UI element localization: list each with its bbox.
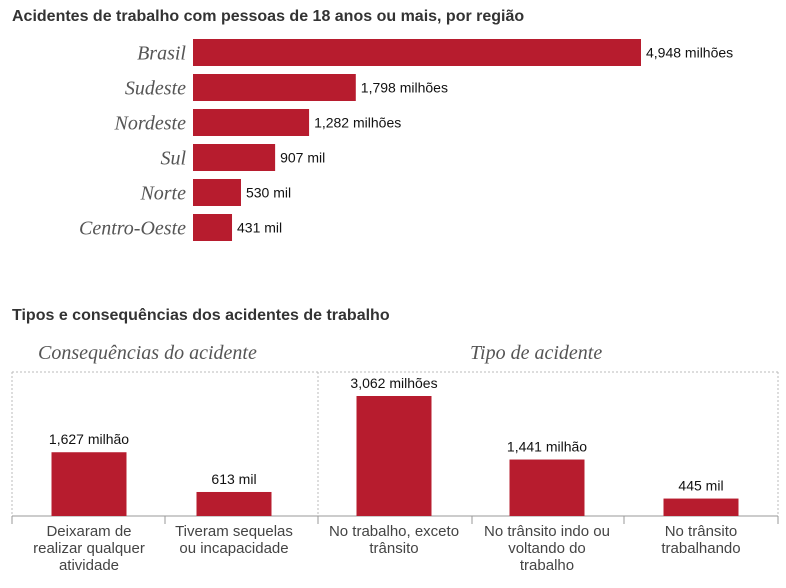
category-value-label: 1,441 milhão: [507, 439, 587, 455]
category-label: atividade: [59, 557, 119, 574]
region-label: Sul: [160, 148, 186, 170]
category-value-label: 1,627 milhão: [49, 431, 129, 447]
category-value-label: 445 mil: [678, 478, 723, 494]
category-label: No trânsito indo ou: [484, 523, 610, 540]
category-label: trânsito: [369, 540, 418, 557]
category-label: Tiveram sequelas: [175, 523, 293, 540]
region-label: Nordeste: [114, 113, 187, 135]
type-group-title: Tipo de acidente: [470, 342, 603, 364]
region-label: Sudeste: [125, 78, 186, 100]
category-label: voltando do: [508, 540, 586, 557]
region-bar: [193, 144, 276, 171]
category-label: No trânsito: [665, 523, 738, 540]
category-label: trabalhando: [661, 540, 740, 557]
region-value-label: 1,798 milhões: [361, 80, 448, 96]
category-bar: [51, 452, 127, 516]
region-value-label: 1,282 milhões: [314, 115, 401, 131]
region-bar: [193, 39, 641, 66]
region-bar: [193, 109, 310, 136]
region-label: Centro-Oeste: [79, 218, 186, 240]
category-bar: [196, 491, 272, 516]
category-label: trabalho: [520, 557, 574, 574]
bottom-chart-title: Tipos e consequências dos acidentes de t…: [12, 307, 390, 324]
region-label: Norte: [139, 183, 186, 205]
region-bar-chart: Brasil 4,948 milhões Sudeste 1,798 milhões N…: [79, 39, 733, 241]
region-value-label: 530 mil: [246, 185, 291, 201]
category-label: ou incapacidade: [179, 540, 288, 557]
category-value-label: 613 mil: [211, 471, 256, 487]
consequences-group-title: Consequências do acidente: [38, 342, 257, 364]
region-bar: [193, 214, 233, 241]
category-bar: [509, 459, 585, 516]
region-label: Brasil: [137, 43, 186, 65]
top-chart-title: Acidentes de trabalho com pessoas de 18 …: [12, 8, 525, 25]
category-value-label: 3,062 milhões: [350, 375, 437, 391]
region-value-label: 907 mil: [280, 150, 325, 166]
region-bar: [193, 179, 241, 206]
category-bar: [356, 396, 432, 516]
region-value-label: 431 mil: [237, 220, 282, 236]
region-value-label: 4,948 milhões: [646, 45, 733, 61]
category-bar: [663, 498, 739, 516]
category-label: Deixaram de: [46, 523, 131, 540]
category-label: No trabalho, exceto: [329, 523, 459, 540]
region-bar: [193, 74, 356, 101]
category-label: realizar qualquer: [33, 540, 145, 557]
